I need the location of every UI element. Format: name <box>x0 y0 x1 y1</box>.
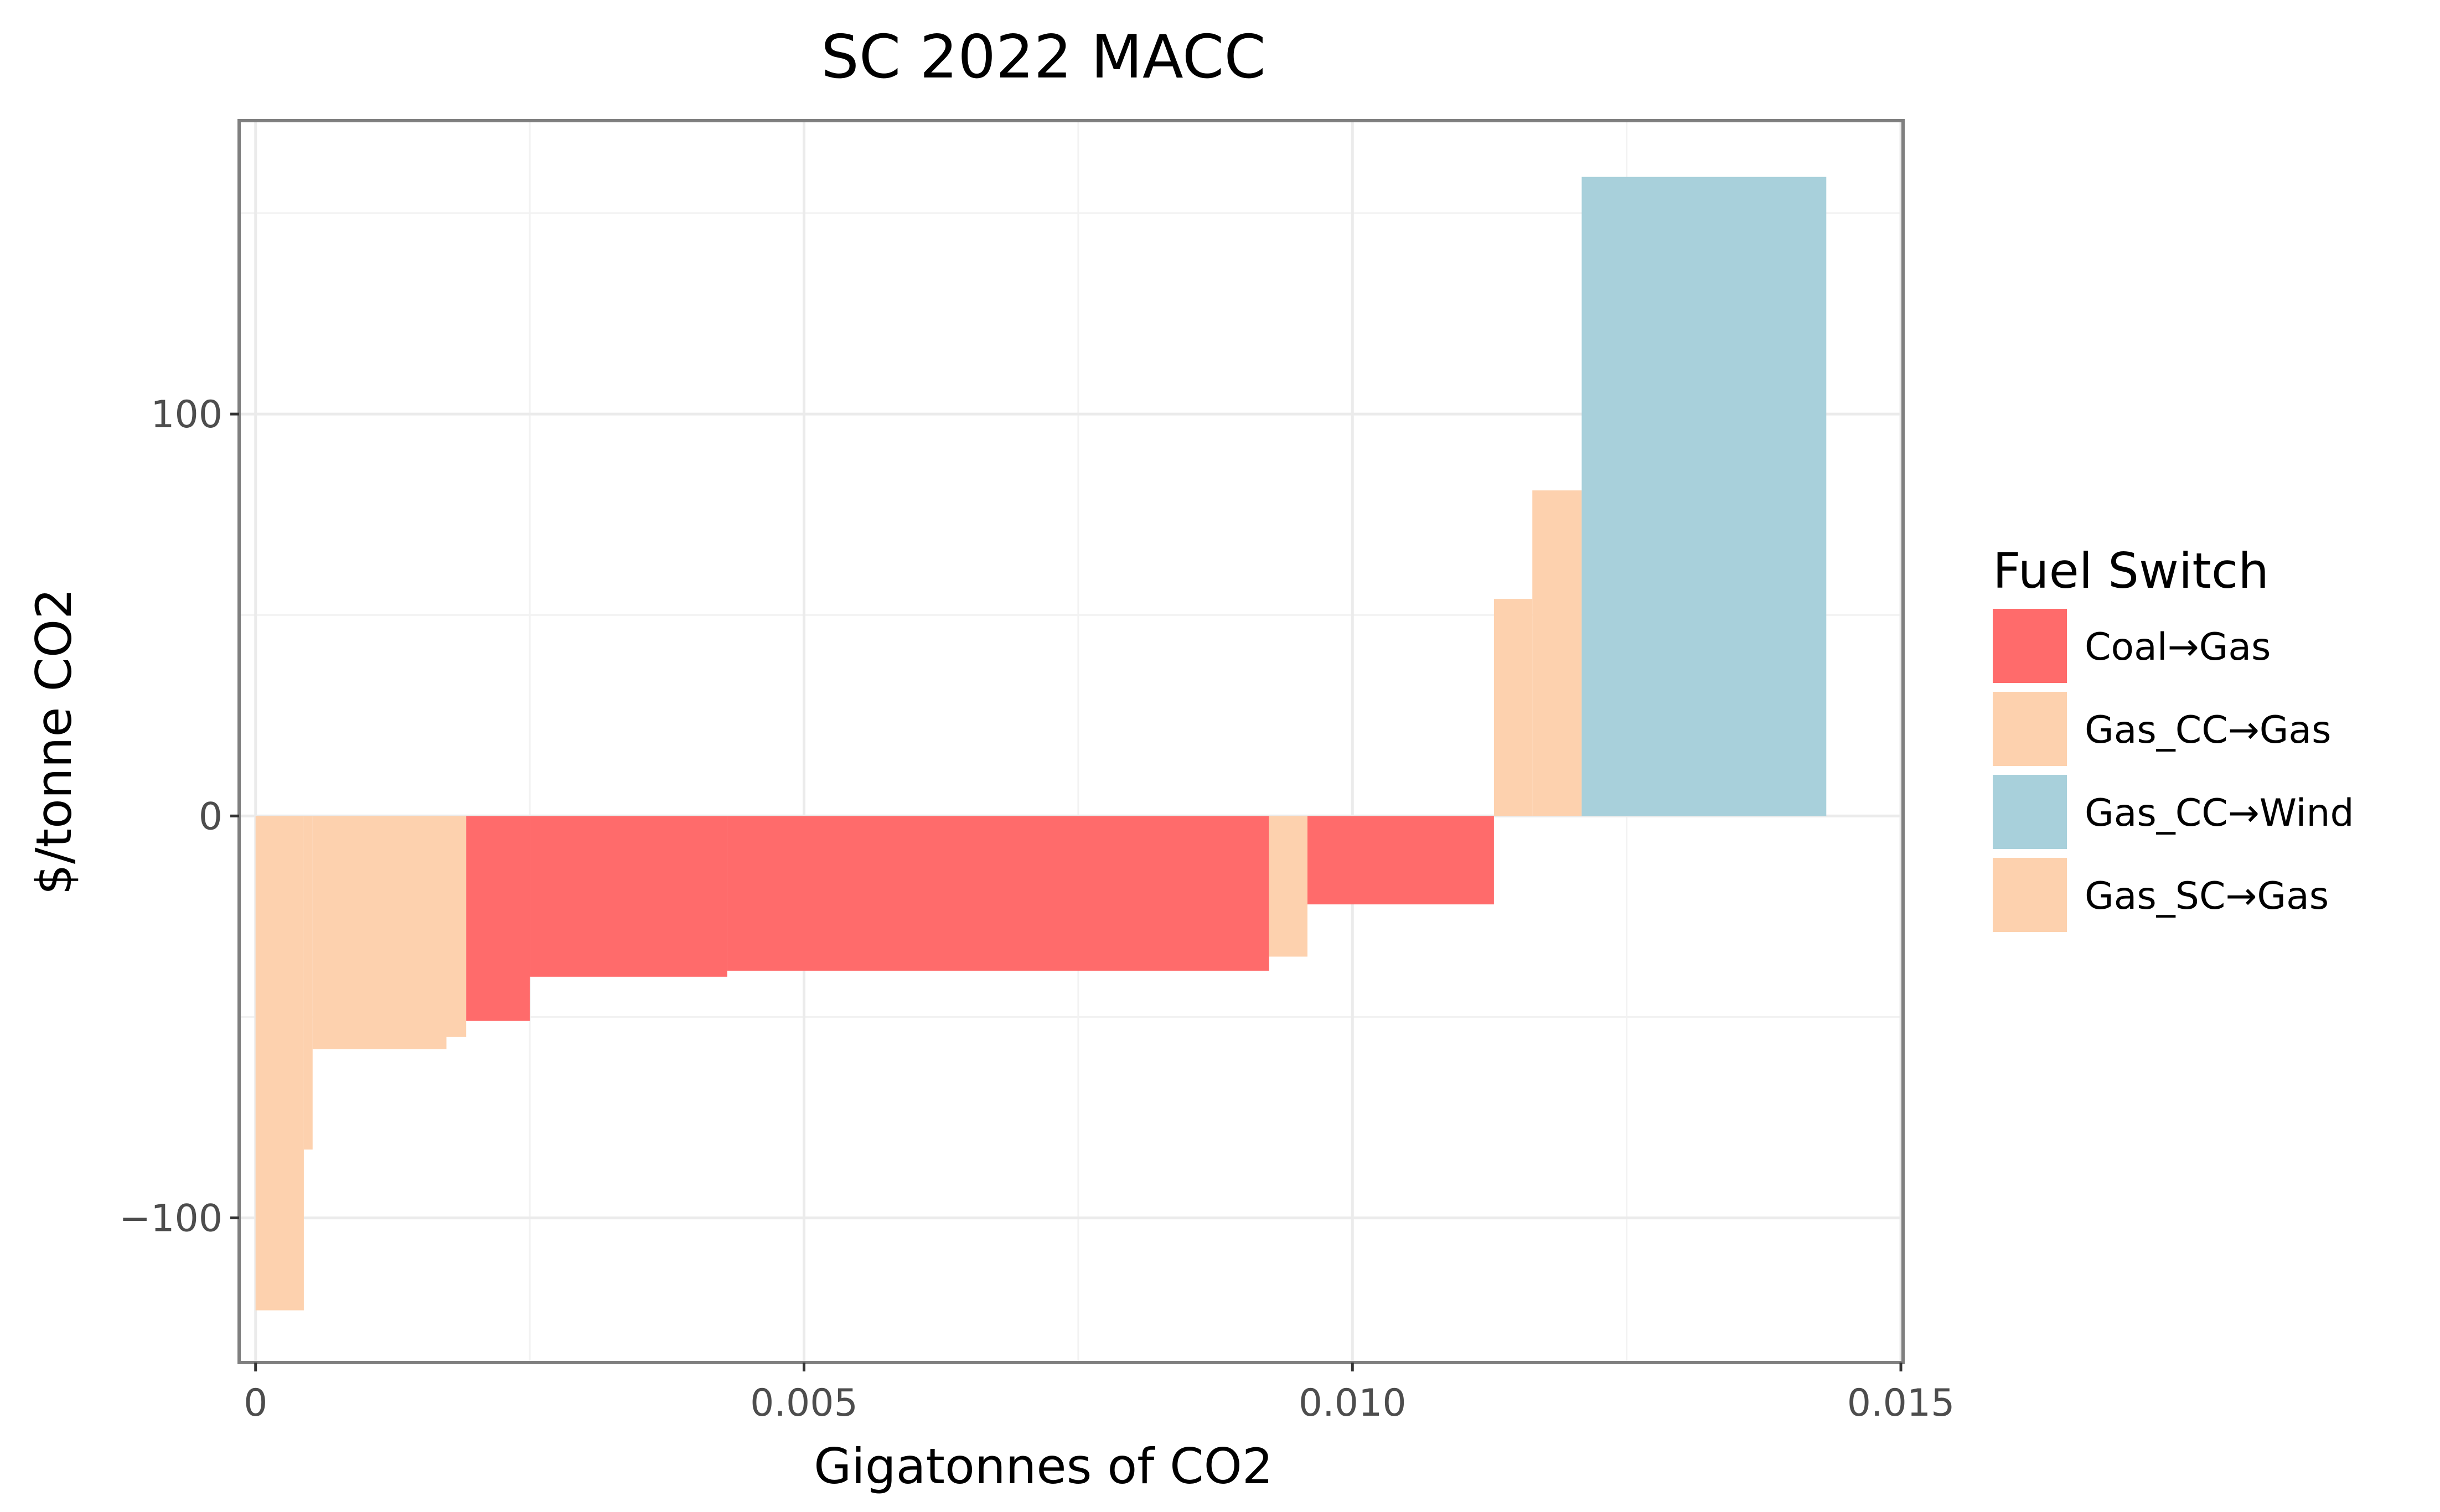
x-tick-label: 0.015 <box>1847 1381 1955 1425</box>
legend-label: Gas_CC→Gas <box>2085 708 2332 752</box>
legend-swatch <box>1993 858 2067 932</box>
x-tick-label: 0.005 <box>750 1381 858 1425</box>
bar <box>1307 816 1494 905</box>
bar <box>446 816 467 1037</box>
bar <box>1493 599 1533 816</box>
legend-swatch <box>1993 775 2067 849</box>
x-axis: 0 0.005 0.010 0.015 <box>244 1363 1955 1425</box>
y-tick-label: 0 <box>199 795 223 838</box>
y-axis-title: $/tonne CO2 <box>25 588 82 895</box>
bars <box>255 177 1827 1311</box>
x-tick-label: 0.010 <box>1299 1381 1407 1425</box>
plot-area <box>237 119 1905 1364</box>
legend: Fuel Switch Coal→Gas Gas_CC→Gas Gas_CC→Win… <box>1993 542 2354 932</box>
y-axis: −100 0 100 <box>119 393 239 1241</box>
bar <box>312 816 447 1049</box>
bar <box>530 816 727 977</box>
legend-label: Gas_SC→Gas <box>2085 874 2329 918</box>
bar <box>1581 177 1827 816</box>
x-tick-label: 0 <box>244 1381 267 1425</box>
bar <box>303 816 313 1150</box>
y-tick-label: 100 <box>151 393 223 437</box>
legend-title: Fuel Switch <box>1993 542 2269 599</box>
bar <box>466 816 530 1021</box>
bar <box>1269 816 1308 957</box>
y-tick-label: −100 <box>119 1197 223 1241</box>
chart-title: SC 2022 MACC <box>821 23 1265 92</box>
plot-border <box>237 119 1905 1364</box>
x-axis-title: Gigatonnes of CO2 <box>814 1438 1273 1495</box>
legend-swatch <box>1993 609 2067 683</box>
bar <box>1532 490 1582 816</box>
bar <box>727 816 1269 971</box>
bar <box>255 816 304 1311</box>
legend-swatch <box>1993 692 2067 766</box>
legend-label: Coal→Gas <box>2085 625 2271 669</box>
legend-label: Gas_CC→Wind <box>2085 791 2354 835</box>
